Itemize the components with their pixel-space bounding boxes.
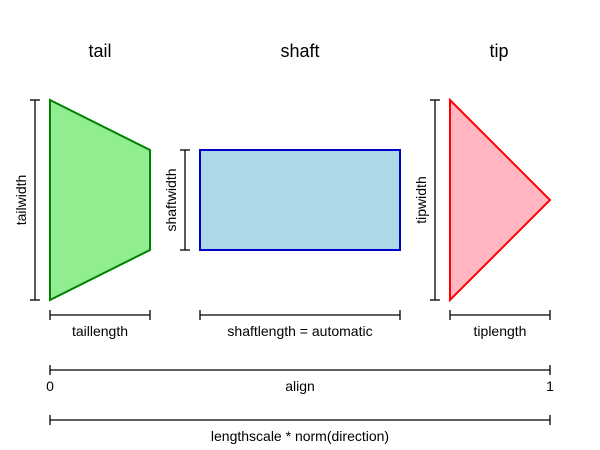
align-dimension — [49, 365, 551, 375]
align-start-label: 0 — [46, 378, 54, 394]
tip-shape — [449, 97, 552, 303]
shaftlength-dimension — [199, 310, 401, 320]
tipwidth-dimension — [430, 99, 440, 301]
tiplength-label: tiplength — [474, 323, 527, 339]
shaft-shape — [199, 149, 401, 251]
align-end-label: 1 — [546, 378, 554, 394]
shaftwidth-dimension — [180, 149, 190, 251]
taillength-dimension — [49, 310, 151, 320]
shaft-title: shaft — [280, 41, 319, 61]
tip-title: tip — [489, 41, 508, 61]
tailwidth-dimension — [30, 99, 40, 301]
tipwidth-label: tipwidth — [413, 176, 429, 223]
total-length-label: lengthscale * norm(direction) — [211, 428, 389, 444]
shaftlength-label: shaftlength = automatic — [227, 323, 372, 339]
total-length-dimension — [49, 415, 551, 425]
taillength-label: taillength — [72, 323, 128, 339]
tiplength-dimension — [449, 310, 551, 320]
tailwidth-label: tailwidth — [13, 175, 29, 226]
tail-shape — [49, 98, 151, 302]
align-label: align — [285, 378, 315, 394]
tail-title: tail — [88, 41, 111, 61]
shaftwidth-label: shaftwidth — [163, 168, 179, 231]
